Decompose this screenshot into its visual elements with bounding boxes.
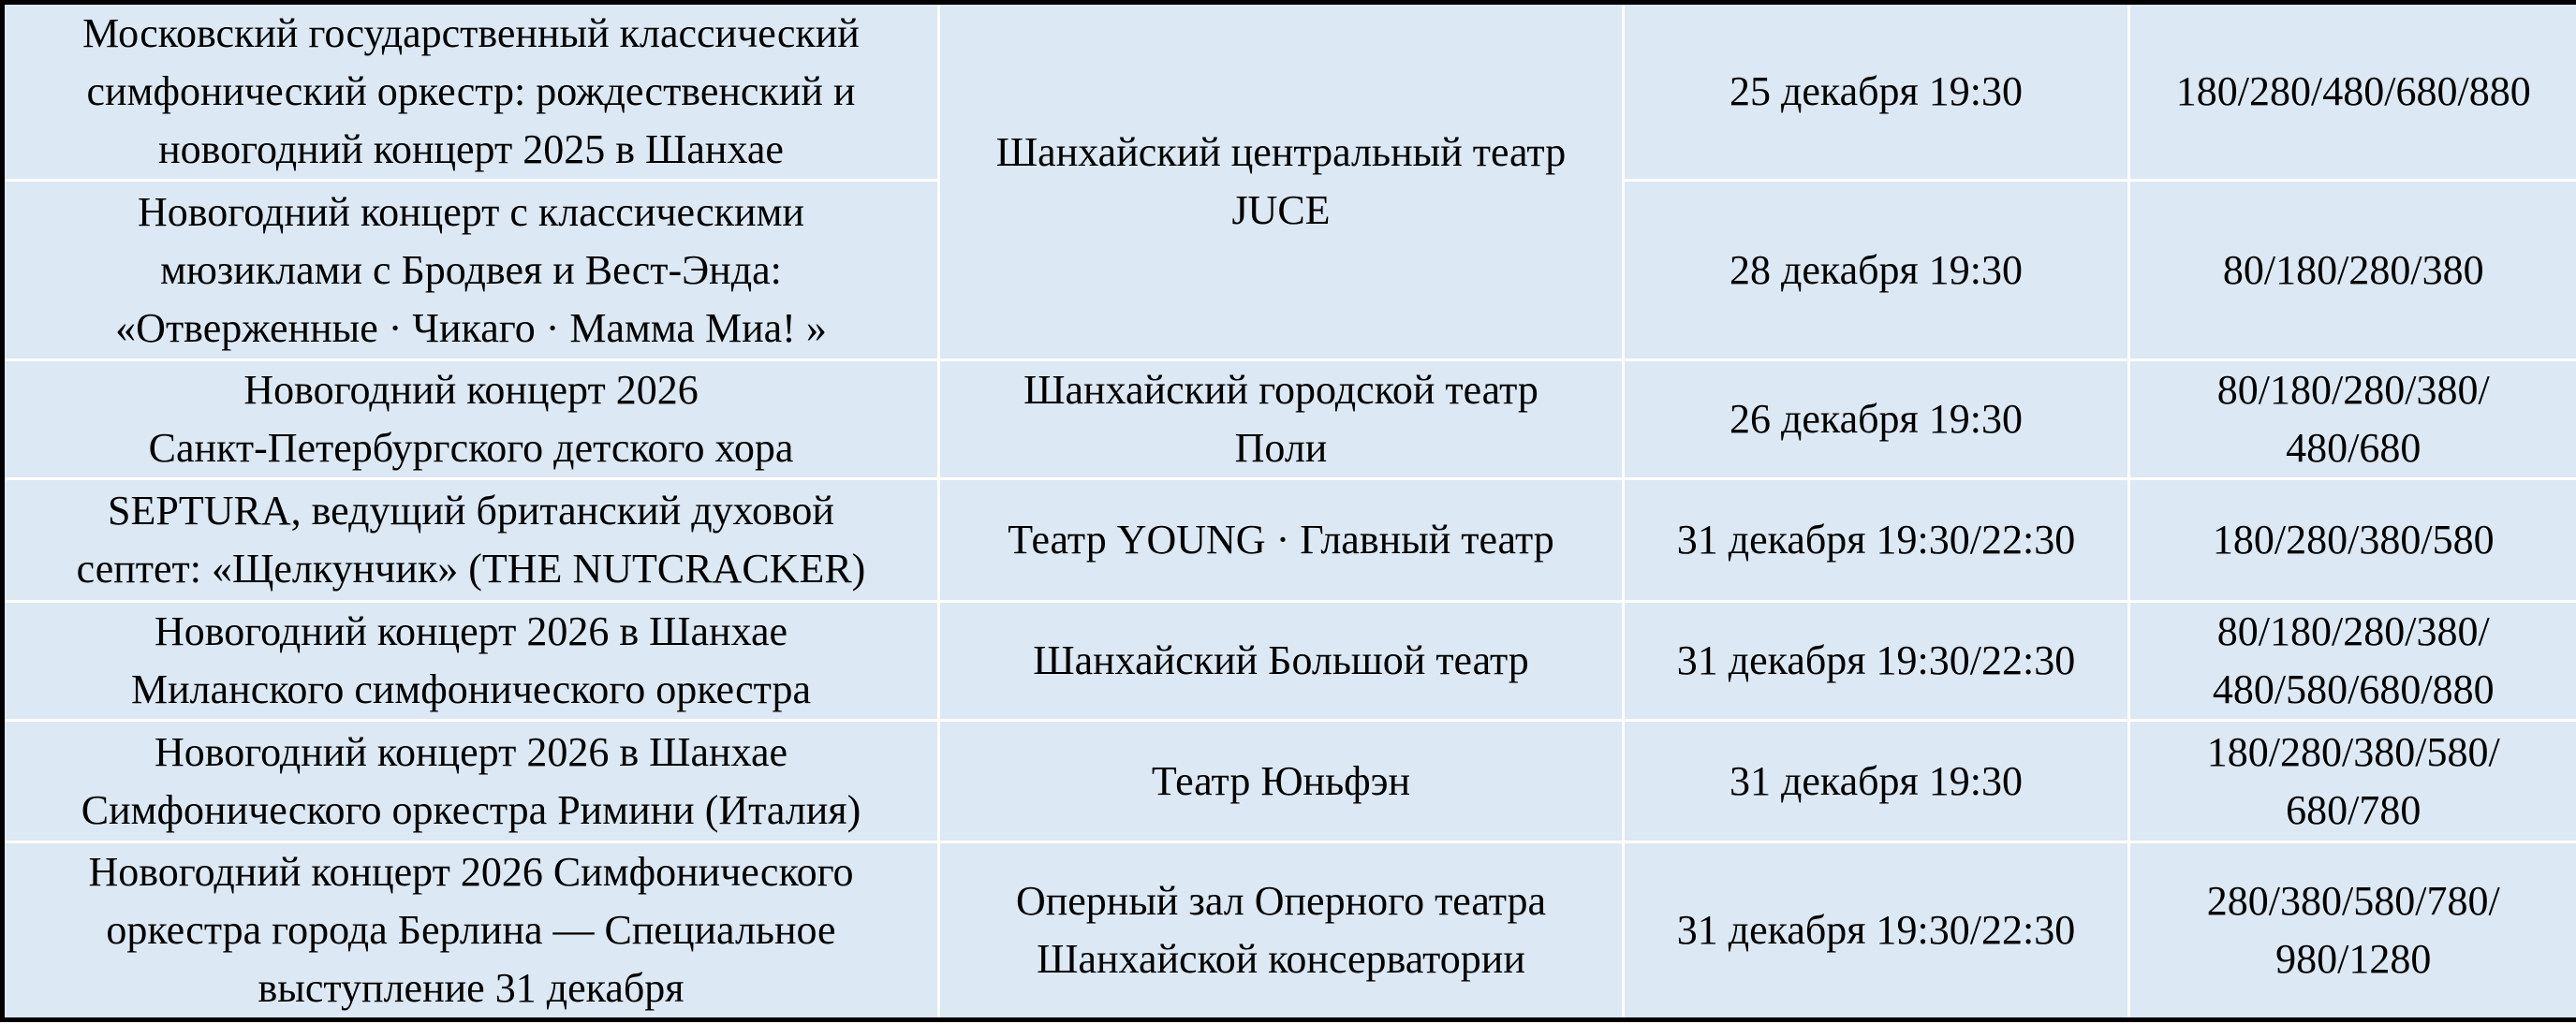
price-cell: 180/280/380/580 [2127,477,2576,603]
table-row: Новогодний концерт 2026 в Шанхае Миланск… [1,600,2576,722]
table-row: Новогодний концерт 2026 Симфонического о… [1,841,2576,1021]
venue-cell: Театр YOUNG · Главный театр [937,477,1625,603]
table-row: Новогодний концерт с классическими мюзик… [1,179,2576,361]
date-cell: 26 декабря 19:30 [1622,358,2130,480]
price-cell: 80/180/280/380/ 480/680 [2127,358,2576,480]
price-cell: 80/180/280/380/ 480/580/680/880 [2127,600,2576,722]
date-cell: 31 декабря 19:30/22:30 [1622,841,2130,1021]
table-row: SEPTURA, ведущий британский духовой септ… [1,477,2576,603]
venue-cell: Театр Юньфэн [937,719,1625,843]
price-cell: 180/280/380/580/ 680/780 [2127,719,2576,843]
price-cell: 280/380/580/780/ 980/1280 [2127,841,2576,1021]
price-cell: 80/180/280/380 [2127,179,2576,361]
venue-cell: Шанхайский центральный театр JUCE [937,1,1625,361]
table-row: Московский государственный классический … [1,1,2576,361]
date-cell: 25 декабря 19:30 [1622,1,2130,182]
event-cell: Новогодний концерт 2026 в Шанхае Симфони… [1,719,940,843]
date-cell: 28 декабря 19:30 [1622,179,2130,361]
venue-cell: Оперный зал Оперного театра Шанхайской к… [937,841,1625,1021]
event-cell: Новогодний концерт с классическими мюзик… [1,179,940,361]
venue-cell: Шанхайский городской театр Поли [937,358,1625,480]
event-cell: SEPTURA, ведущий британский духовой септ… [1,477,940,603]
price-cell: 180/280/480/680/880 [2127,1,2576,182]
date-cell: 31 декабря 19:30/22:30 [1622,477,2130,603]
event-cell: Новогодний концерт 2026 Санкт-Петербургс… [1,358,940,480]
table-row: Новогодний концерт 2026 Санкт-Петербургс… [1,358,2576,480]
table-row: Новогодний концерт 2026 в Шанхае Симфони… [1,719,2576,843]
event-cell: Московский государственный классический … [1,1,940,182]
event-cell: Новогодний концерт 2026 Симфонического о… [1,841,940,1021]
date-cell: 31 декабря 19:30 [1622,719,2130,843]
event-cell: Новогодний концерт 2026 в Шанхае Миланск… [1,600,940,722]
date-cell: 31 декабря 19:30/22:30 [1622,600,2130,722]
venue-cell: Шанхайский Большой театр [937,600,1625,722]
